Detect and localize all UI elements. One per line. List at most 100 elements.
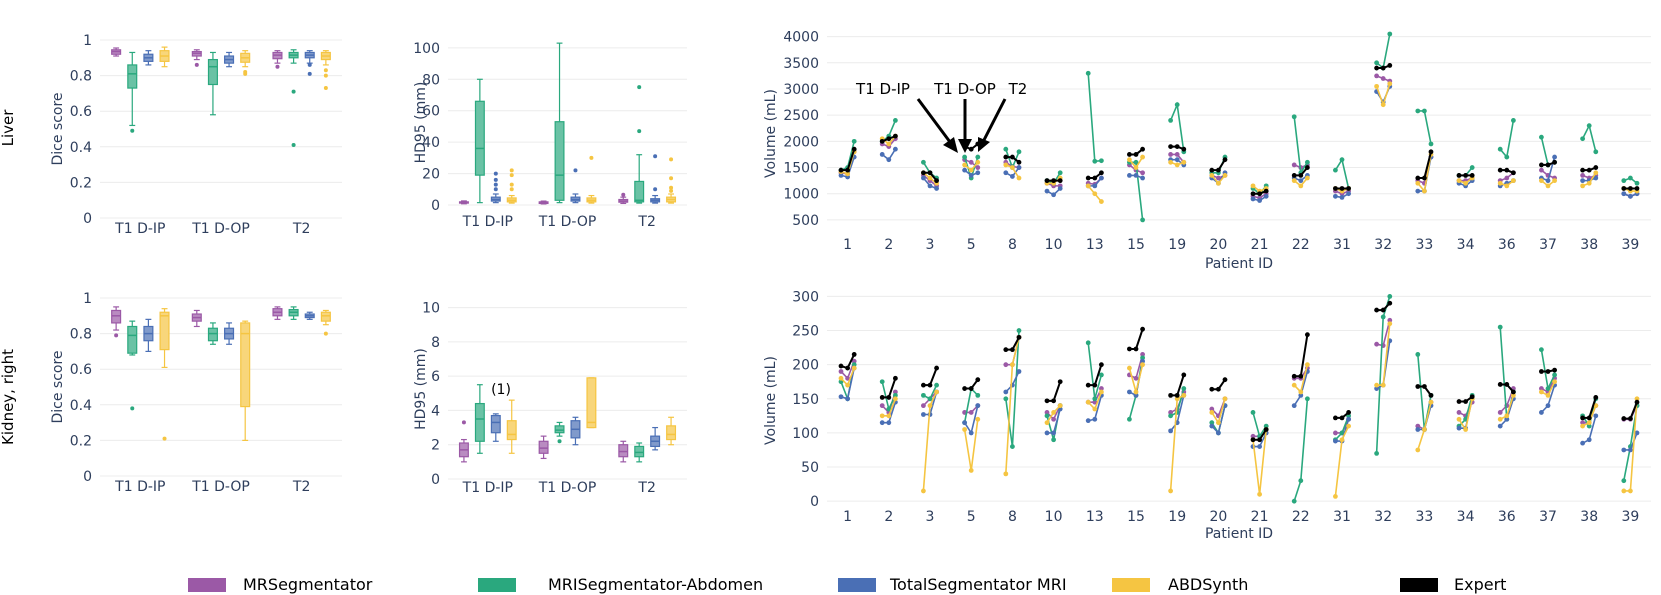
kidney-volume-expert-patient-32-point	[1380, 307, 1386, 313]
kidney-volume-mrsegmentator-patient-1-point	[845, 375, 850, 381]
liver-volume-abdsynth-patient-8-point	[1003, 162, 1009, 168]
liver-volume-ytick-label: 2000	[783, 134, 819, 150]
kidney-hd95-ytick-label: 10	[422, 301, 440, 317]
kidney-dice-ytick-label: 0.2	[70, 433, 92, 449]
kidney-volume-totalsegmentator-mri-patient-5-point	[968, 430, 974, 436]
kidney-volume-totalsegmentator-mri-patient-38-point	[1593, 413, 1599, 419]
kidney-volume-abdsynth-patient-39-point	[1628, 488, 1633, 494]
liver-volume-category-label: 2	[884, 237, 893, 253]
kidney-volume-totalsegmentator-mri-patient-20-point	[1209, 423, 1215, 429]
liver-volume-totalsegmentator-mri-patient-39-point	[1628, 193, 1633, 199]
liver-hd95-ytick-label: 80	[422, 72, 440, 88]
kidney-volume-category-label: 37	[1539, 509, 1557, 525]
liver-volume-mrisegmentator-abdomen-patient-8-point	[1003, 146, 1009, 152]
kidney-volume-totalsegmentator-mri-patient-32-point	[1374, 386, 1380, 391]
kidney-hd95-ytick-label: 4	[431, 403, 440, 419]
liver-dice-ytick-label: 0	[83, 211, 92, 227]
kidney-volume-totalsegmentator-mri-patient-10-point	[1051, 430, 1056, 436]
liver-hd95-category-label: T1 D-OP	[538, 214, 597, 230]
kidney-volume-expert-patient-1-point	[845, 365, 850, 371]
kidney-volume-totalsegmentator-mri-patient-13-point	[1092, 416, 1098, 422]
liver-volume-expert-patient-21-point	[1250, 191, 1256, 197]
kidney-volume-totalsegmentator-mri-patient-15-point	[1133, 392, 1139, 398]
kidney-volume-mrisegmentator-abdomen-patient-19-point	[1168, 413, 1174, 419]
liver-volume-category-label: 3	[926, 237, 935, 253]
kidney-volume-mrisegmentator-abdomen-patient-10-point	[1044, 413, 1050, 419]
liver-volume-expert-patient-33-point	[1415, 175, 1421, 181]
kidney-volume-totalsegmentator-mri-patient-39-point	[1634, 430, 1640, 436]
kidney-volume-mrisegmentator-abdomen-patient-36-point	[1497, 324, 1503, 330]
kidney-volume-mrisegmentator-abdomen-patient-20-point	[1209, 420, 1215, 426]
kidney-volume-category-label: 10	[1045, 509, 1063, 525]
kidney-volume-mrisegmentator-abdomen-patient-2-point	[886, 406, 892, 412]
kidney-volume-totalsegmentator-mri-patient-3-point	[921, 412, 926, 417]
kidney-volume-expert-patient-31-point	[1333, 415, 1338, 421]
kidney-volume-category-label: 3	[926, 509, 935, 525]
kidney-volume-expert-patient-20-point	[1209, 386, 1215, 392]
kidney-volume-series-mrsegmentator	[838, 317, 1640, 439]
kidney-volume-mrisegmentator-abdomen-patient-8-point	[1003, 396, 1009, 402]
kidney-volume-expert-patient-1-point	[838, 363, 844, 369]
liver-volume-mrsegmentator-patient-5-point	[968, 159, 974, 165]
kidney-volume-totalsegmentator-mri-patient-22-point	[1291, 403, 1297, 409]
kidney-volume-chart: 0 50 100 150 200 250 300 Volume (mL) 1 2 3 5 8 10 13 15…	[763, 289, 1651, 542]
liver-volume-mrisegmentator-abdomen-patient-13-line	[1087, 73, 1102, 163]
kidney-volume-abdsynth-patient-1-point	[851, 365, 857, 371]
row-label-liver: Liver	[0, 109, 17, 147]
liver-volume-abdsynth-patient-19-point	[1174, 162, 1180, 168]
kidney-volume-category-label: 22	[1292, 509, 1310, 525]
kidney-volume-expert-patient-15-point	[1140, 326, 1145, 332]
liver-volume-abdsynth-patient-20-point	[1216, 180, 1221, 186]
kidney-volume-expert-patient-8-point	[1010, 347, 1015, 353]
kidney-volume-mrsegmentator-patient-34-point	[1456, 410, 1462, 415]
liver-volume-mrisegmentator-abdomen-patient-8-point	[1016, 149, 1022, 155]
liver-volume-totalsegmentator-mri-patient-5-point	[968, 172, 974, 178]
kidney-volume-expert-patient-13-point	[1092, 382, 1098, 388]
kidney-volume-ytick-label: 300	[792, 289, 819, 305]
liver-volume-abdsynth-patient-3-point	[927, 175, 933, 181]
kidney-volume-category-label: 13	[1086, 509, 1104, 525]
liver-volume-mrisegmentator-abdomen-patient-15-point	[1140, 217, 1145, 223]
liver-volume-mrisegmentator-abdomen-patient-38-point	[1586, 123, 1592, 129]
liver-volume-expert-patient-31-point	[1346, 186, 1351, 191]
kidney-volume-abdsynth-patient-13-point	[1098, 389, 1104, 395]
liver-volume-mrisegmentator-abdomen-patient-37-point	[1539, 134, 1544, 140]
liver-volume-chart: 500 1000 1500 2000 2500 3000 3500 4000 Volume (m…	[763, 30, 1651, 272]
liver-volume-expert-patient-32-point	[1380, 65, 1386, 71]
liver-volume-category-label: 31	[1333, 237, 1351, 253]
kidney-volume-mrsegmentator-patient-19-point	[1168, 410, 1174, 415]
kidney-volume-abdsynth-patient-37-point	[1539, 389, 1544, 395]
liver-volume-totalsegmentator-mri-patient-1-point	[838, 172, 844, 178]
liver-volume-abdsynth-patient-2-point	[886, 141, 892, 147]
kidney-hd95-mrisegmentator-abdomen-t1-d-op-outlier	[557, 439, 562, 444]
kidney-volume-totalsegmentator-mri-patient-1-point	[838, 394, 844, 400]
liver-volume-expert-patient-31-point	[1333, 186, 1338, 191]
kidney-volume-expert-patient-5-point	[968, 386, 974, 391]
kidney-volume-abdsynth-patient-22-point	[1291, 382, 1297, 388]
liver-hd95-mrsegmentator-t2-outlier	[621, 192, 626, 197]
kidney-volume-abdsynth-patient-37-point	[1545, 392, 1551, 398]
kidney-volume-series-totalsegmentator-mri	[838, 338, 1640, 453]
kidney-volume-mrisegmentator-abdomen-patient-5-point	[975, 392, 981, 398]
kidney-volume-expert-patient-13-point	[1098, 362, 1104, 368]
kidney-volume-mrisegmentator-abdomen-patient-13-point	[1098, 372, 1104, 378]
kidney-volume-mrsegmentator-patient-1-point	[851, 358, 857, 364]
kidney-volume-abdsynth-patient-5-point	[962, 427, 968, 432]
liver-volume-mrisegmentator-abdomen-patient-39-point	[1621, 178, 1627, 184]
liver-dice-category-label: T1 D-OP	[191, 221, 250, 237]
kidney-volume-expert-patient-39-point	[1628, 416, 1633, 421]
kidney-volume-abdsynth-patient-20-point	[1216, 420, 1221, 426]
kidney-volume-expert-patient-3-point	[927, 382, 933, 388]
liver-volume-expert-patient-15-point	[1127, 152, 1132, 157]
kidney-volume-expert-patient-10-line	[1047, 381, 1062, 402]
kidney-hd95-ytick-label: 8	[431, 335, 440, 351]
liver-hd95-mrisegmentator-abdomen-t2-outlier	[637, 85, 642, 90]
kidney-volume-mrisegmentator-abdomen-patient-13-point	[1092, 396, 1098, 402]
liver-volume-expert-patient-34-point	[1456, 172, 1462, 178]
kidney-volume-totalsegmentator-mri-patient-19-point	[1168, 428, 1174, 434]
liver-volume-expert-patient-15-point	[1140, 146, 1145, 152]
liver-volume-totalsegmentator-mri-patient-22-point	[1298, 178, 1304, 184]
liver-volume-category-label: 5	[967, 237, 976, 253]
liver-volume-expert-patient-13-point	[1098, 170, 1104, 176]
kidney-hd95-chart: 0 2 4 6 8 10 HD95 (mm) T1 D-IP T1 D-OP T2	[413, 301, 687, 496]
